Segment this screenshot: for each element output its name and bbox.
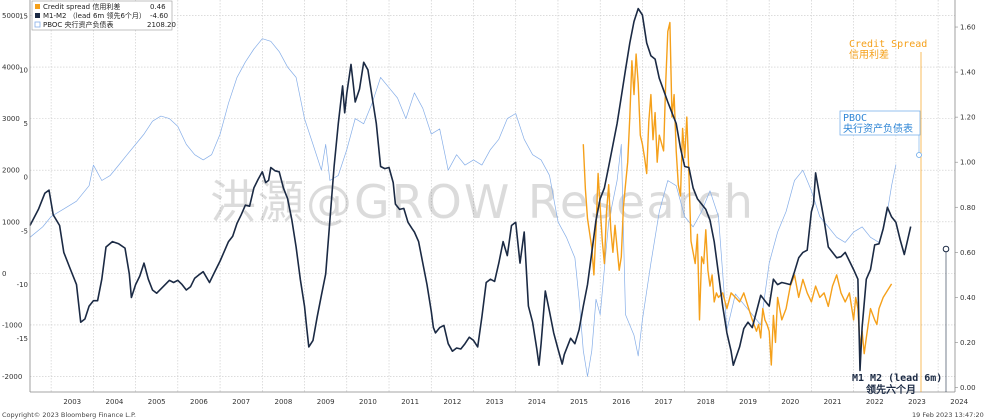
- annotation-credit-spread-cn: 信用利差: [849, 48, 889, 61]
- legend-label-m1m2: M1-M2 （lead 6m 领先6个月）: [43, 11, 146, 20]
- x-tick-label: 2010: [359, 398, 377, 406]
- pboc-tick-label: -1000: [2, 321, 22, 329]
- legend-label-pboc: PBOC 央行资产负债表: [43, 20, 114, 29]
- x-tick-label: 2024: [950, 398, 968, 406]
- m1m2-tick-label: 5: [24, 120, 28, 128]
- credit-spread-tick-label: 0.40: [960, 294, 976, 302]
- footer-copyright: Copyright© 2023 Bloomberg Finance L.P.: [2, 411, 136, 419]
- x-tick-label: 2003: [63, 398, 81, 406]
- pboc-tick-label: 3000: [2, 115, 20, 123]
- pboc-tick-label: -2000: [2, 373, 22, 381]
- pboc-tick-label: 5000: [2, 12, 20, 20]
- annotation-m1m2-marker: [942, 245, 950, 253]
- legend-value-credit-spread: 0.46: [150, 3, 166, 11]
- x-tick-label: 2019: [739, 398, 757, 406]
- annotation-pboc-marker: [916, 152, 922, 158]
- x-tick-label: 2023: [908, 398, 926, 406]
- x-tick-label: 2014: [528, 398, 546, 406]
- credit-spread-tick-label: 0.00: [960, 384, 976, 392]
- x-tick-label: 2004: [106, 398, 124, 406]
- credit-spread-line: [582, 21, 893, 366]
- pboc-tick-label: 1000: [2, 218, 20, 226]
- x-tick-label: 2015: [570, 398, 588, 406]
- credit-spread-tick-label: 1.40: [960, 69, 976, 77]
- credit-spread-axis-ticks: 1.60 1.40 1.20 1.00 0.80 0.60 0.40 0.20 0.00: [955, 24, 976, 392]
- annotation-pboc-en: PBOC: [843, 113, 867, 124]
- x-tick-label: 2005: [148, 398, 166, 406]
- vertical-gridlines: [50, 0, 939, 392]
- pboc-axis-ticks: 5000 4000 3000 2000 1000 0 -1000 -2000: [2, 12, 22, 381]
- pboc-line: [29, 38, 897, 377]
- annotation-m1m2: M1 M2 (lead 6m) 领先六个月: [852, 245, 950, 396]
- x-tick-label: 2017: [655, 398, 673, 406]
- horizontal-gridlines: [30, 15, 955, 377]
- pboc-tick-label: 0: [2, 270, 6, 278]
- footer-timestamp: 19 Feb 2023 13:47:20: [912, 411, 984, 419]
- pboc-tick-label: 4000: [2, 64, 20, 72]
- x-tick-label: 2007: [232, 398, 250, 406]
- series-layer: [29, 7, 912, 377]
- credit-spread-tick-label: 1.20: [960, 114, 976, 122]
- x-tick-label: 2011: [401, 398, 419, 406]
- x-tick-label: 2020: [781, 398, 799, 406]
- annotation-pboc: PBOC 央行资产负债表: [839, 110, 922, 158]
- watermark: 洪灝@GROW Research: [210, 175, 755, 229]
- credit-spread-tick-label: 0.60: [960, 249, 976, 257]
- legend: Credit spread 信用利差 0.46 M1-M2 （lead 6m 领…: [31, 0, 176, 31]
- m1m2-tick-label: -5: [21, 227, 28, 235]
- annotation-credit-spread: Credit Spread 信用利差: [849, 39, 927, 392]
- x-tick-label: 2013: [486, 398, 504, 406]
- m1m2-tick-label: -15: [17, 335, 28, 343]
- x-tick-label: 2012: [443, 398, 461, 406]
- m1m2-tick-label: 0: [24, 174, 28, 182]
- m1m2-axis-ticks: 15 10 5 0 -5 -10 -15: [17, 13, 28, 343]
- x-tick-label: 2009: [317, 398, 335, 406]
- x-tick-label: 2006: [190, 398, 208, 406]
- legend-swatch-pboc: [34, 21, 41, 28]
- annotation-m1m2-en: M1 M2 (lead 6m): [852, 373, 942, 384]
- legend-swatch-credit-spread: [35, 4, 40, 9]
- x-tick-label: 2018: [697, 398, 715, 406]
- x-tick-label: 2021: [824, 398, 842, 406]
- legend-value-pboc: 2108.20: [147, 21, 176, 29]
- annotation-credit-spread-en: Credit Spread: [849, 39, 927, 50]
- credit-spread-tick-label: 0.20: [960, 339, 976, 347]
- credit-spread-tick-label: 1.60: [960, 24, 976, 32]
- x-tick-label: 2022: [866, 398, 884, 406]
- m1m2-line: [29, 7, 912, 372]
- x-tick-label: 2008: [275, 398, 293, 406]
- annotation-m1m2-cn: 领先六个月: [866, 383, 916, 396]
- pboc-tick-label: 2000: [2, 167, 20, 175]
- credit-spread-tick-label: 0.80: [960, 204, 976, 212]
- legend-box: [31, 0, 173, 31]
- x-tick-label: 2016: [612, 398, 630, 406]
- legend-swatch-m1m2: [35, 13, 40, 18]
- m1m2-tick-label: 15: [19, 13, 28, 21]
- m1m2-tick-label: -10: [17, 281, 28, 289]
- m1m2-tick-label: 10: [19, 66, 28, 74]
- legend-label-credit-spread: Credit spread 信用利差: [43, 2, 120, 11]
- x-axis-ticks: 2003 2004 2005 2006 2007 2008 2009 2010 2011 2012…: [63, 398, 968, 406]
- legend-value-m1m2: -4.60: [150, 12, 168, 20]
- annotation-pboc-cn: 央行资产负债表: [843, 122, 913, 135]
- annotation-pboc-box: [839, 110, 921, 136]
- credit-spread-tick-label: 1.00: [960, 159, 976, 167]
